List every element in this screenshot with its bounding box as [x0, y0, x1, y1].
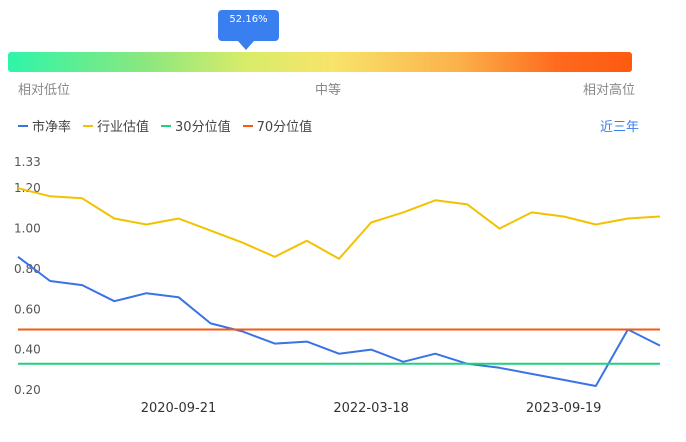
y-tick-label: 0.60: [14, 302, 41, 316]
y-tick-label: 1.33: [14, 155, 41, 169]
legend-swatch-pb: [18, 124, 28, 127]
x-tick-label: 2023-09-19: [526, 401, 602, 416]
y-tick-label: 0.40: [14, 343, 41, 357]
legend-label-p70: 70分位值: [256, 120, 313, 135]
percentile-value: 52.16%: [229, 14, 268, 25]
gauge-high-label: 相对高位: [583, 83, 636, 98]
legend-swatch-industry: [83, 124, 94, 127]
period-selector-three-years[interactable]: 近三年: [600, 120, 640, 135]
x-tick-label: 2020-09-21: [141, 401, 217, 416]
gauge-low-label: 相对低位: [18, 83, 71, 98]
valuation-gauge-bar: [8, 52, 632, 72]
legend-item-pb[interactable]: 市净率: [18, 116, 71, 135]
y-tick-label: 0.80: [14, 262, 41, 276]
x-tick-label: 2022-03-18: [333, 401, 409, 416]
legend-item-p70[interactable]: 70分位值: [242, 116, 313, 135]
legend-label-pb: 市净率: [32, 120, 72, 135]
legend-label-p30: 30分位值: [175, 120, 231, 135]
pb-line: [17, 256, 661, 387]
legend-label-industry: 行业估值: [97, 120, 150, 135]
legend-item-industry[interactable]: 行业估值: [83, 116, 149, 135]
y-tick-label: 0.20: [14, 383, 41, 397]
gauge-mid-label: 中等: [315, 83, 342, 98]
chart-legend: 市净率 行业估值 30分位值 70分位值: [18, 116, 312, 135]
legend-item-p30[interactable]: 30分位值: [161, 116, 231, 135]
legend-swatch-p70: [242, 124, 253, 127]
legend-swatch-p30: [161, 124, 172, 127]
percentile-pointer-icon: [238, 41, 254, 50]
percentile-tooltip: 52.16%: [218, 10, 279, 41]
y-tick-label: 1.00: [14, 222, 41, 236]
industry-line: [17, 187, 661, 260]
